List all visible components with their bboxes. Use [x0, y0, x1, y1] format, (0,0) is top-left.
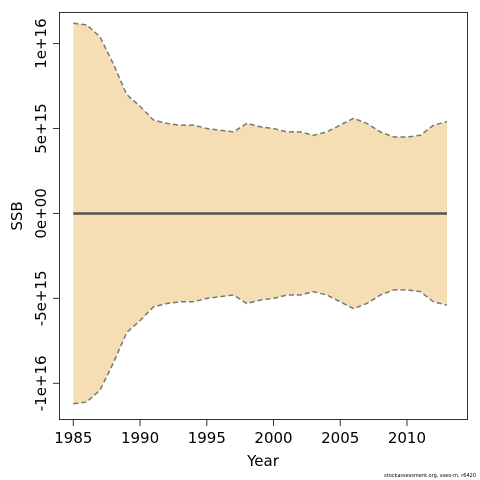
plot-frame — [59, 12, 468, 420]
y-tick-label: 5e+15 — [32, 103, 50, 153]
x-axis-title: Year — [246, 452, 280, 470]
y-tick-label: 0e+00 — [32, 188, 50, 238]
plot-area — [73, 22, 448, 405]
y-axis: -1e+16 -5e+15 0e+00 5e+15 1e+16 — [32, 18, 60, 411]
x-tick-label: 1995 — [188, 429, 226, 447]
x-tick-label: 1990 — [121, 429, 159, 447]
x-tick-label: 1985 — [54, 429, 92, 447]
y-tick-label: -5e+15 — [32, 270, 50, 326]
y-tick-label: -1e+16 — [32, 355, 50, 411]
band-lower-edge — [73, 289, 448, 405]
x-tick-label: 2000 — [254, 429, 292, 447]
x-tick-label: 2005 — [321, 429, 359, 447]
y-tick-label: 1e+16 — [32, 18, 50, 68]
x-axis: 1985 1990 1995 2000 2005 2010 — [54, 419, 426, 447]
y-axis-title: SSB — [8, 201, 26, 230]
x-tick-label: 2010 — [388, 429, 426, 447]
footer-credit: stockassessment.org, sseo-m, r6420 — [384, 473, 476, 479]
band-upper-edge — [73, 22, 448, 138]
